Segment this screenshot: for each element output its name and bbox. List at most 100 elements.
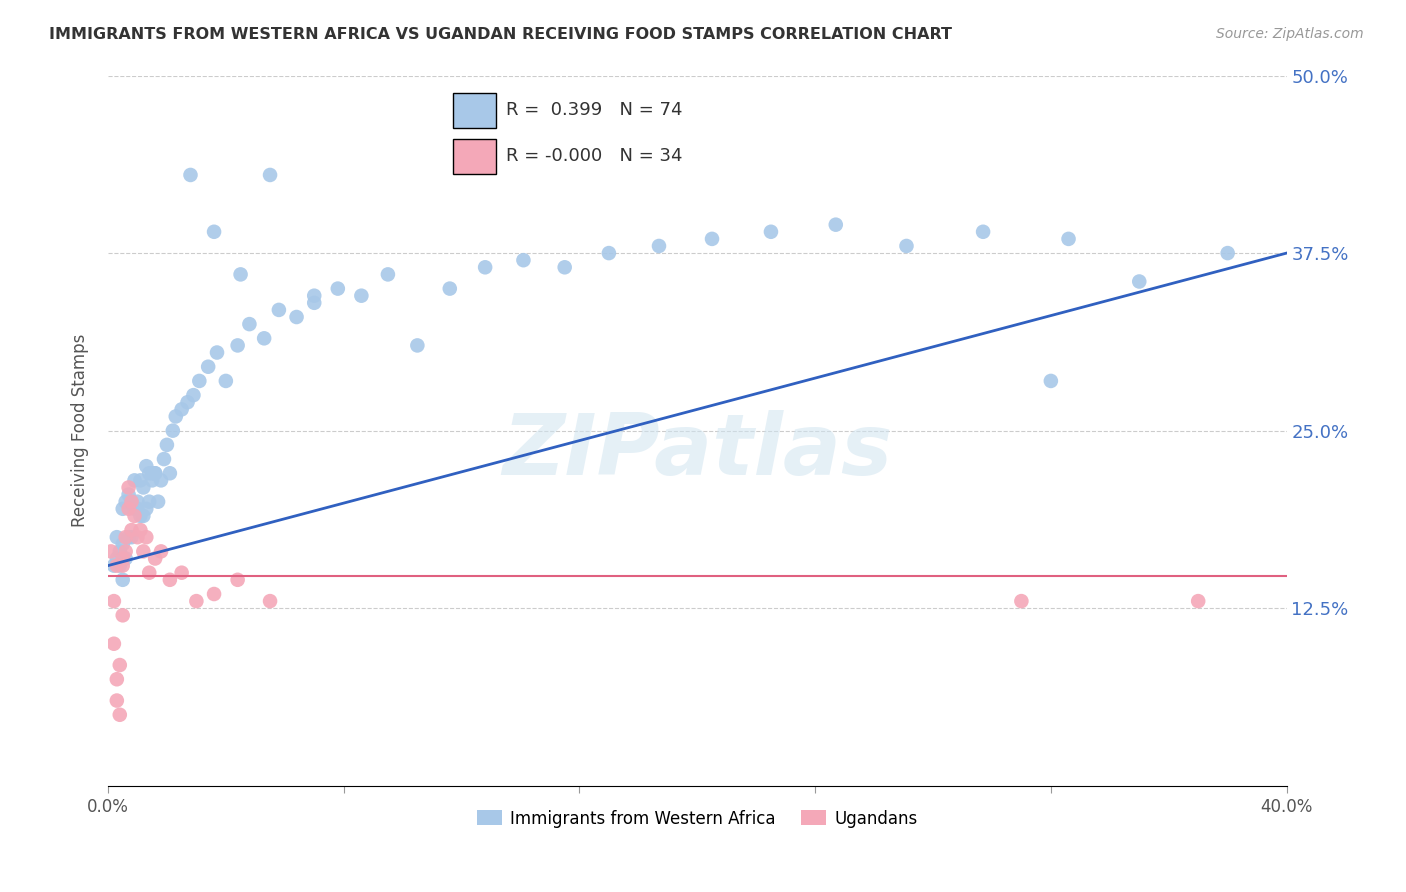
Point — [121, 523, 143, 537]
Point — [124, 508, 146, 523]
Point — [143, 467, 166, 481]
Point — [114, 530, 136, 544]
Point — [153, 452, 176, 467]
Point — [105, 672, 128, 686]
Point — [105, 530, 128, 544]
Point — [127, 501, 149, 516]
Point — [304, 289, 326, 303]
Point — [474, 260, 496, 275]
Point — [117, 501, 139, 516]
Point — [121, 494, 143, 508]
Point — [285, 310, 308, 324]
Point — [179, 168, 201, 182]
Point — [170, 566, 193, 580]
Point — [108, 658, 131, 673]
Point — [150, 544, 173, 558]
Point — [512, 253, 534, 268]
Point — [108, 707, 131, 722]
Point — [226, 573, 249, 587]
Point — [143, 551, 166, 566]
Point — [114, 494, 136, 508]
Point — [648, 239, 671, 253]
Point — [186, 594, 208, 608]
Point — [226, 338, 249, 352]
Point — [159, 467, 181, 481]
Point — [129, 523, 152, 537]
Point — [439, 282, 461, 296]
Point — [165, 409, 187, 424]
Point — [205, 345, 228, 359]
Point — [377, 268, 399, 282]
Point — [138, 566, 160, 580]
Point — [197, 359, 219, 374]
Legend: Immigrants from Western Africa, Ugandans: Immigrants from Western Africa, Ugandans — [471, 803, 924, 834]
Point — [135, 530, 157, 544]
Point — [350, 289, 373, 303]
Point — [111, 537, 134, 551]
Point — [117, 487, 139, 501]
Point — [111, 501, 134, 516]
Point — [117, 480, 139, 494]
Point — [150, 474, 173, 488]
Point — [103, 637, 125, 651]
Point — [170, 402, 193, 417]
Point — [267, 302, 290, 317]
Point — [124, 474, 146, 488]
Point — [105, 558, 128, 573]
Point — [253, 331, 276, 345]
Point — [121, 494, 143, 508]
Point — [215, 374, 238, 388]
Point — [111, 573, 134, 587]
Point — [132, 508, 155, 523]
Point — [1187, 594, 1209, 608]
Point — [1039, 374, 1062, 388]
Point — [202, 587, 225, 601]
Point — [554, 260, 576, 275]
Point — [105, 551, 128, 566]
Point — [111, 558, 134, 573]
Point — [238, 317, 260, 331]
Point — [132, 544, 155, 558]
Point — [100, 544, 122, 558]
Point — [114, 551, 136, 566]
Point — [135, 459, 157, 474]
Point — [127, 494, 149, 508]
Point — [141, 467, 163, 481]
Point — [598, 246, 620, 260]
Point — [1128, 275, 1150, 289]
Point — [304, 295, 326, 310]
Point — [162, 424, 184, 438]
Point — [1334, 594, 1357, 608]
Point — [143, 467, 166, 481]
Point — [124, 501, 146, 516]
Point — [121, 530, 143, 544]
Point — [188, 374, 211, 388]
Point — [259, 594, 281, 608]
Point — [103, 594, 125, 608]
Point — [1216, 246, 1239, 260]
Point — [156, 438, 179, 452]
Point — [159, 573, 181, 587]
Point — [183, 388, 205, 402]
Text: IMMIGRANTS FROM WESTERN AFRICA VS UGANDAN RECEIVING FOOD STAMPS CORRELATION CHAR: IMMIGRANTS FROM WESTERN AFRICA VS UGANDA… — [49, 27, 952, 42]
Point — [135, 501, 157, 516]
Point — [105, 693, 128, 707]
Point — [127, 530, 149, 544]
Point — [114, 544, 136, 558]
Point — [202, 225, 225, 239]
Point — [176, 395, 198, 409]
Point — [700, 232, 723, 246]
Point — [1057, 232, 1080, 246]
Point — [117, 530, 139, 544]
Point — [824, 218, 846, 232]
Point — [108, 544, 131, 558]
Text: ZIPatlas: ZIPatlas — [502, 410, 893, 493]
Point — [146, 494, 169, 508]
Point — [141, 474, 163, 488]
Point — [111, 551, 134, 566]
Point — [111, 608, 134, 623]
Point — [129, 508, 152, 523]
Point — [138, 467, 160, 481]
Point — [132, 480, 155, 494]
Y-axis label: Receiving Food Stamps: Receiving Food Stamps — [72, 334, 89, 527]
